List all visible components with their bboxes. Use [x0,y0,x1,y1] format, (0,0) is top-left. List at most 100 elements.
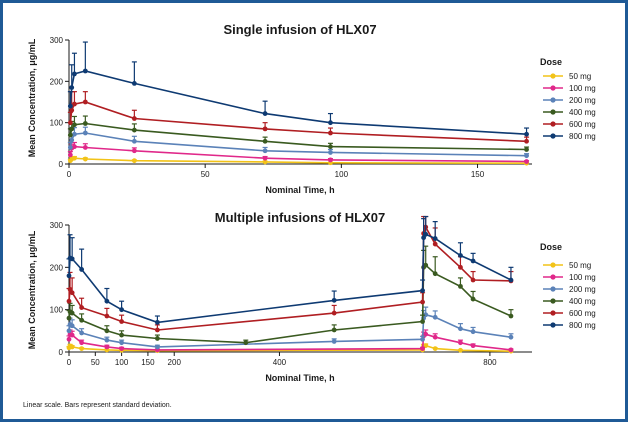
chart2-point-800-mg [458,253,463,258]
chart2-legend-marker-800-mg [550,322,556,328]
chart1-point-600-mg [72,101,77,107]
chart1-legend-marker-400-mg [550,109,556,115]
chart1-y-tick-label: 100 [50,119,64,128]
chart2-x-tick-label: 50 [91,358,100,367]
chart2-point-600-mg [432,241,438,247]
chart2-point-100-mg [423,331,429,337]
chart1-point-100-mg [67,152,73,158]
chart1-series-line-800-mg [69,70,527,135]
chart2-point-100-mg [508,347,514,353]
chart2-point-400-mg [66,315,72,321]
chart2-point-400-mg [508,313,514,319]
chart2-point-100-mg [119,346,125,352]
chart2-point-400-mg [79,317,85,323]
chart2-point-600-mg [79,305,85,310]
chart2-point-800-mg [420,288,425,294]
chart1-point-400-mg [67,132,73,138]
chart2-point-800-mg [66,273,72,279]
chart1-point-100-mg [262,155,268,161]
chart2-point-600-mg [420,299,425,305]
chart1-point-50-mg [262,159,268,165]
chart1-point-200-mg [72,131,77,137]
chart2-title: Multiple infusions of HLX07 [215,210,385,225]
chart2-point-200-mg [66,328,72,334]
chart1-point-200-mg [328,150,333,155]
chart2-legend-marker-600-mg [550,310,556,316]
chart1-legend-label-600-mg: 600 mg [569,120,596,129]
chart1-x-tick-label: 100 [335,170,349,179]
chart2-point-400-mg [331,327,337,333]
footnote: Linear scale. Bars represent standard de… [23,402,172,409]
chart1-point-400-mg [131,127,137,133]
chart1-point-200-mg [82,130,88,136]
chart2-point-100-mg [432,334,438,340]
chart2-y-tick-label: 200 [50,263,64,272]
chart2-point-100-mg [458,340,463,346]
chart1-point-800-mg [328,120,333,126]
chart1-point-800-mg [69,85,75,90]
chart2-point-400-mg [432,271,438,277]
chart2-point-800-mg [508,277,514,283]
chart1-legend-label-100-mg: 100 mg [569,84,596,93]
chart2-legend-label-200-mg: 200 mg [569,285,596,294]
chart1-point-600-mg [328,130,333,136]
chart2-point-400-mg [458,283,463,289]
chart1-legend-label-50-mg: 50 mg [569,72,591,81]
chart1-legend-label-800-mg: 800 mg [569,132,596,141]
chart2-point-400-mg [423,262,429,268]
chart1-point-400-mg [82,121,88,126]
chart1-point-800-mg [524,131,529,137]
chart2-y-tick-label: 0 [59,348,64,357]
chart1-legend-title: Dose [540,57,562,67]
chart2-point-800-mg [69,256,75,262]
chart2-legend-marker-400-mg [550,298,556,304]
chart1-point-200-mg [67,145,73,150]
chart2-x-tick-label: 400 [273,358,287,367]
chart1-plot: 0 100 200 300 0 50 100 150 [50,36,532,179]
chart2-y-axis-label: Mean Concentration, μg/mL [27,230,37,349]
chart1-point-600-mg [262,126,268,132]
chart1-point-400-mg [69,126,75,132]
chart2-point-400-mg [104,328,110,334]
chart1-point-200-mg [69,137,75,143]
chart1-legend-label-200-mg: 200 mg [569,96,596,105]
chart1-point-400-mg [262,138,268,144]
chart1-point-400-mg [524,147,529,152]
chart2-point-600-mg [154,327,160,333]
chart2-point-200-mg [69,323,75,329]
chart1-point-600-mg [82,99,88,105]
chart1-point-100-mg [524,159,529,164]
chart2-point-600-mg [458,264,463,270]
chart2-point-600-mg [119,319,125,324]
chart2-x-tick-label: 800 [483,358,497,367]
chart2-point-600-mg [104,313,110,319]
chart2-legend-title: Dose [540,242,562,252]
chart2-point-800-mg [331,297,337,303]
chart2-point-50-mg [432,346,438,352]
chart2-point-800-mg [79,267,85,272]
chart2-plot: 0 100 200 300 0 50 100 150 200 400 800 [50,215,532,367]
chart1-series-line-600-mg [69,101,527,143]
chart2-point-200-mg [423,312,429,318]
chart1-point-800-mg [82,68,88,74]
chart1-point-800-mg [67,103,73,109]
chart1-point-50-mg [72,155,77,161]
chart2-point-100-mg [66,336,72,342]
chart1-title: Single infusion of HLX07 [223,22,376,37]
chart2-point-100-mg [104,344,110,350]
chart2-point-400-mg [470,296,476,302]
chart2-point-100-mg [420,346,425,352]
chart2-series-line-400-mg [68,264,512,344]
chart1-legend-marker-50-mg [550,73,556,79]
chart2-point-600-mg [69,290,75,296]
chart1-y-tick-label: 0 [59,160,64,169]
chart2-y-tick-label: 100 [50,306,64,315]
chart2-x-tick-label: 0 [67,358,72,367]
chart2-point-200-mg [470,329,476,335]
chart2-legend-label-100-mg: 100 mg [569,273,596,282]
chart2-x-tick-label: 150 [141,358,155,367]
chart2-point-400-mg [69,310,75,316]
chart2-point-800-mg [119,307,125,313]
chart1-point-50-mg [131,158,137,164]
